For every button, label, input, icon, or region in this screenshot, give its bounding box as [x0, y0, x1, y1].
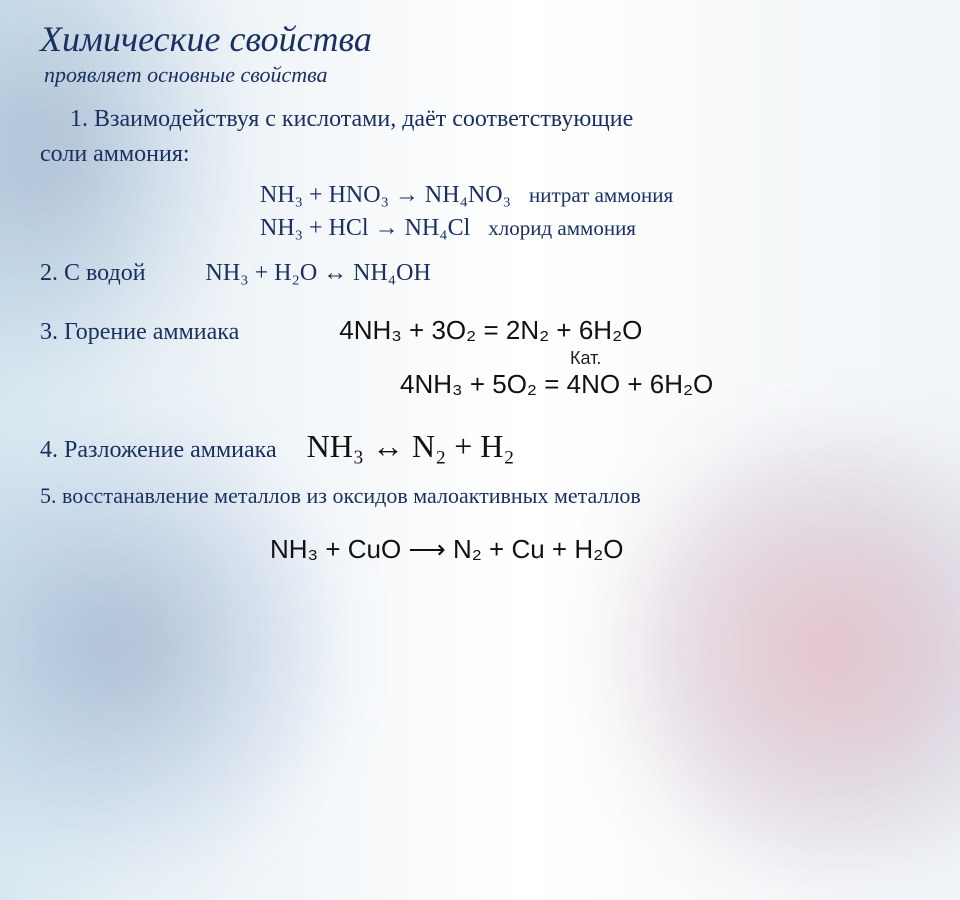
eq-formula: NH₃ + HCl → NH₄Cl [260, 215, 470, 241]
eq-nh3-hno3: NH₃ + HNO₃ → NH₄NO₃ нитрат аммония [40, 182, 920, 209]
item-4-text: 4. Разложение аммиака [40, 437, 277, 464]
item-1-equations: NH₃ + HNO₃ → NH₄NO₃ нитрат аммония NH₃ +… [40, 182, 920, 242]
catalyst-label: Кат. [40, 348, 920, 369]
eq-formula: NH₃ + HNO₃ → NH₄NO₃ [260, 182, 511, 208]
item-4-row: 4. Разложение аммиака NH₃ ↔ N₂ + H₂ [40, 428, 920, 465]
eq-reduction: NH₃ + CuO ⟶ N₂ + Cu + H₂O [40, 534, 920, 565]
slide-title: Химические свойства [40, 18, 920, 60]
eq-combustion-2: 4NH₃ + 5O₂ = 4NO + 6H₂O [40, 369, 920, 400]
item-3-block: 3. Горение аммиака 4NH₃ + 3O₂ = 2N₂ + 6H… [40, 315, 920, 400]
eq-label-chloride: хлорид аммония [488, 216, 636, 240]
eq-decomposition: NH₃ ↔ N₂ + H₂ [307, 428, 515, 465]
item-3-text: 3. Горение аммиака [40, 319, 239, 346]
eq-combustion-1: 4NH₃ + 3O₂ = 2N₂ + 6H₂O [339, 315, 642, 346]
item-2-text: 2. С водой [40, 260, 146, 287]
item-1-line-a: 1. Взаимодействуя с кислотами, даёт соот… [70, 106, 920, 133]
eq-label-nitrate: нитрат аммония [529, 183, 673, 207]
eq-nh3-hcl: NH₃ + HCl → NH₄Cl хлорид аммония [40, 215, 920, 242]
eq-nh3-h2o: NH₃ + H₂O ↔ NH₄OH [206, 260, 431, 287]
slide-content: Химические свойства проявляет основные с… [0, 0, 960, 585]
item-5-text: 5. восстанавление металлов из оксидов ма… [40, 483, 920, 509]
item-1-line-b: соли аммония: [40, 141, 920, 168]
slide-subtitle: проявляет основные свойства [44, 62, 920, 88]
item-2-row: 2. С водой NH₃ + H₂O ↔ NH₄OH [40, 260, 920, 287]
